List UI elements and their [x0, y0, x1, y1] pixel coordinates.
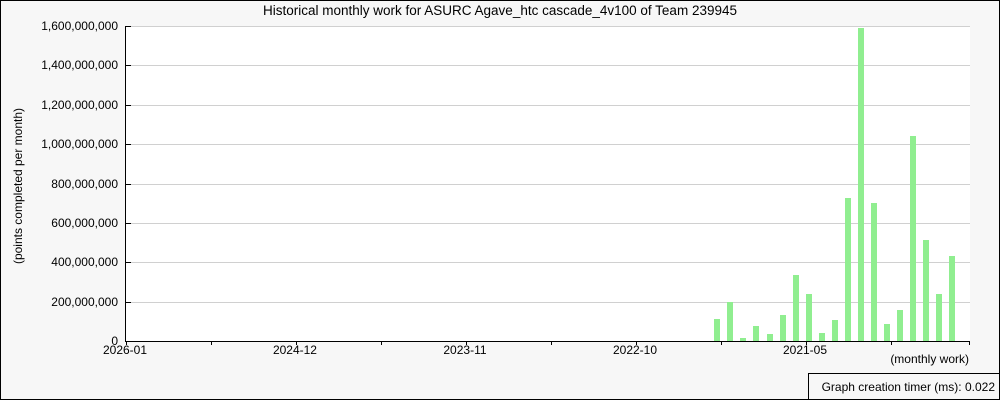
- x-tick: [126, 341, 127, 345]
- y-gridline: [126, 26, 970, 27]
- y-tick: [126, 26, 131, 27]
- plot-area: [125, 26, 970, 345]
- x-tick: [380, 341, 382, 345]
- y-tick-label: 1,000,000,000: [41, 137, 118, 152]
- y-tick-label: 800,000,000: [51, 176, 118, 191]
- x-tick-label: 2026-01: [102, 343, 148, 357]
- y-tick-label: 200,000,000: [51, 294, 118, 309]
- bar: [870, 202, 877, 341]
- bar: [714, 318, 721, 341]
- bar: [936, 293, 943, 341]
- x-tick-label: 2023-11: [443, 343, 487, 357]
- x-tick: [465, 341, 467, 345]
- x-axis-note: (monthly work): [890, 352, 969, 366]
- bar: [740, 338, 747, 341]
- bar: [883, 324, 890, 341]
- y-tick-label: 0: [111, 334, 118, 348]
- x-tick: [636, 341, 638, 345]
- bar: [727, 301, 734, 341]
- y-tick-label: 400,000,000: [51, 255, 118, 270]
- y-tick-label: 600,000,000: [51, 215, 118, 230]
- y-gridline: [126, 104, 970, 106]
- y-gridline: [126, 262, 970, 264]
- x-tick: [295, 341, 297, 345]
- bar: [857, 27, 864, 341]
- bar: [792, 274, 799, 341]
- bar: [753, 326, 760, 341]
- graph-timer-text: Graph creation timer (ms): 0.022: [821, 379, 995, 394]
- y-tick: [126, 262, 131, 264]
- x-tick: [806, 341, 807, 345]
- y-tick: [126, 183, 131, 185]
- x-tick: [721, 341, 723, 345]
- bar: [897, 310, 903, 341]
- graph-timer-box: Graph creation timer (ms): 0.022: [808, 373, 999, 399]
- y-tick-label: 1,600,000,000: [41, 19, 118, 33]
- x-tick: [210, 341, 212, 345]
- y-gridline: [126, 183, 970, 185]
- bar: [766, 333, 773, 341]
- x-tick: [891, 341, 892, 345]
- y-tick-label: 1,400,000,000: [41, 58, 118, 73]
- bar: [818, 332, 825, 341]
- x-tick: [969, 341, 970, 345]
- bar: [910, 136, 917, 341]
- bar: [779, 315, 786, 341]
- y-tick-label: 1,200,000,000: [41, 97, 118, 112]
- y-gridline: [126, 144, 970, 146]
- bar: [831, 320, 838, 341]
- y-tick: [126, 222, 131, 224]
- y-tick: [126, 104, 131, 106]
- x-tick: [551, 341, 553, 345]
- x-tick-label: 2022-10: [612, 343, 658, 357]
- chart-title: Historical monthly work for ASURC Agave_…: [262, 3, 737, 18]
- y-tick: [126, 301, 131, 303]
- x-tick-label: 2024-12: [272, 343, 317, 357]
- x-tick-label: 2021-05: [782, 343, 828, 357]
- bar: [949, 256, 956, 341]
- y-tick: [126, 144, 131, 146]
- y-gridline: [126, 301, 970, 303]
- bar: [844, 198, 851, 341]
- y-gridline: [126, 65, 970, 67]
- bar: [805, 294, 812, 341]
- y-gridline: [126, 222, 970, 224]
- bar: [923, 240, 930, 341]
- y-tick: [126, 65, 131, 67]
